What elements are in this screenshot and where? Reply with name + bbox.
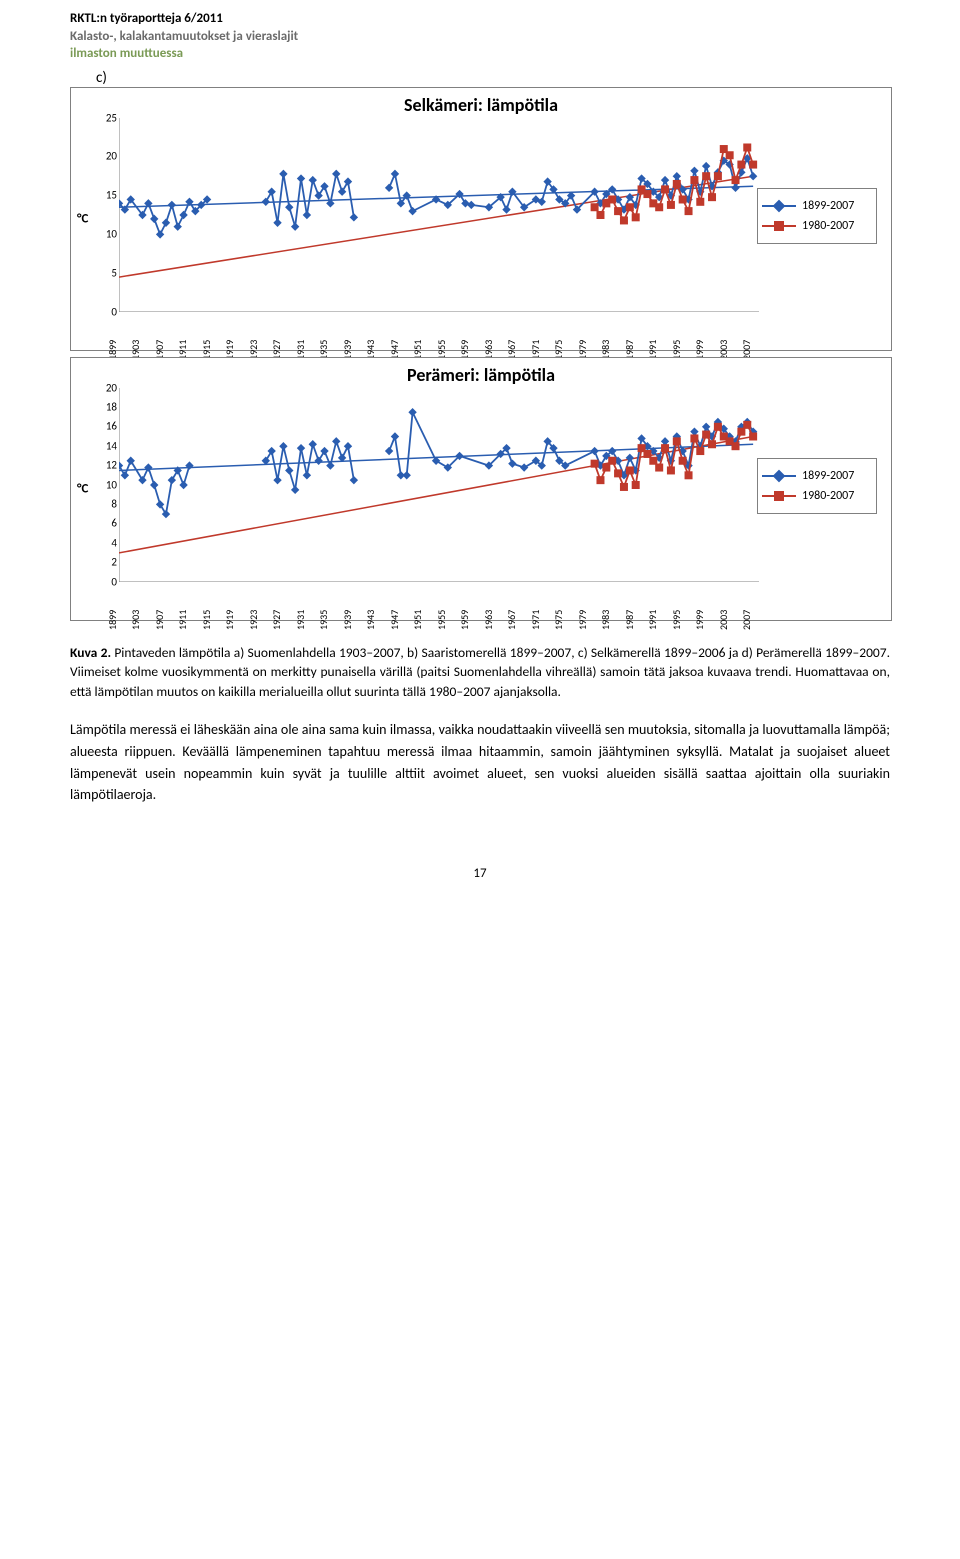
y-tick-label: 6 <box>93 517 117 530</box>
x-tick-label: 1899 <box>106 609 119 629</box>
page-number: 17 <box>70 866 890 881</box>
x-tick-label: 1967 <box>505 609 518 629</box>
y-tick-label: 25 <box>93 111 117 124</box>
chart1-legend: 1899-2007 1980-2007 <box>757 188 877 244</box>
figure-caption: Kuva 2. Pintaveden lämpötila a) Suomenla… <box>70 643 890 702</box>
x-tick-label: 2003 <box>717 609 730 629</box>
legend-row: 1980-2007 <box>762 217 872 235</box>
body-paragraph: Lämpötila meressä ei läheskään aina ole … <box>70 719 890 806</box>
chart1-y-label: °C <box>77 211 88 226</box>
y-tick-label: 12 <box>93 459 117 472</box>
x-tick-label: 1995 <box>670 609 683 629</box>
x-tick-label: 1923 <box>247 609 260 629</box>
chart-perameri: Perämeri: lämpötila °C 0 2 4 6 8 10 12 14 16 18 20… <box>70 357 892 621</box>
x-tick-label: 1931 <box>294 609 307 629</box>
legend-label: 1899-2007 <box>802 469 854 483</box>
y-tick-label: 10 <box>93 228 117 241</box>
x-tick-label: 1947 <box>388 609 401 629</box>
header-line-3: ilmaston muuttuessa <box>70 45 890 63</box>
x-tick-label: 1951 <box>411 609 424 629</box>
x-tick-label: 1919 <box>223 609 236 629</box>
chart1-y-ticks: 0510152025 <box>93 118 117 312</box>
legend-row: 1899-2007 <box>762 197 872 215</box>
y-tick-label: 16 <box>93 420 117 433</box>
legend-label: 1899-2007 <box>802 199 854 213</box>
x-tick-label: 1991 <box>646 609 659 629</box>
x-tick-label: 1939 <box>341 609 354 629</box>
y-tick-label: 20 <box>93 381 117 394</box>
chart2-y-ticks: 02468101214161820 <box>93 388 117 582</box>
x-tick-label: 1975 <box>552 609 565 629</box>
header-line-2: Kalasto-, kalakantamuutokset ja vierasla… <box>70 28 890 46</box>
chart2-plot <box>119 388 759 582</box>
panel-label: c) <box>96 69 890 87</box>
y-tick-label: 2 <box>93 556 117 569</box>
y-tick-label: 0 <box>93 575 117 588</box>
caption-text: Pintaveden lämpötila a) Suomenlahdella 1… <box>70 644 890 700</box>
x-tick-label: 1955 <box>435 609 448 629</box>
x-tick-label: 1971 <box>529 609 542 629</box>
x-tick-label: 1979 <box>576 609 589 629</box>
legend-label: 1980-2007 <box>802 489 854 503</box>
x-tick-label: 1987 <box>623 609 636 629</box>
x-tick-label: 1915 <box>200 609 213 629</box>
x-tick-label: 1963 <box>482 609 495 629</box>
legend-label: 1980-2007 <box>802 219 854 233</box>
chart2-x-ticks: 1899190319071911191519191923192719311935… <box>119 584 759 616</box>
chart2-legend: 1899-2007 1980-2007 <box>757 458 877 514</box>
chart2-title: Perämeri: lämpötila <box>407 364 555 386</box>
y-tick-label: 8 <box>93 498 117 511</box>
x-tick-label: 1907 <box>153 609 166 629</box>
chart1-x-ticks: 1899190319071911191519191923192719311935… <box>119 314 759 346</box>
header-line-1: RKTL:n työraportteja 6/2011 <box>70 10 890 28</box>
legend-row: 1980-2007 <box>762 487 872 505</box>
y-tick-label: 4 <box>93 536 117 549</box>
y-tick-label: 18 <box>93 401 117 414</box>
legend-row: 1899-2007 <box>762 467 872 485</box>
x-tick-label: 1935 <box>317 609 330 629</box>
chart1-title: Selkämeri: lämpötila <box>404 94 558 116</box>
y-tick-label: 10 <box>93 478 117 491</box>
y-tick-label: 15 <box>93 189 117 202</box>
caption-lead: Kuva 2. <box>70 644 111 661</box>
x-tick-label: 1903 <box>129 609 142 629</box>
chart1-plot <box>119 118 759 312</box>
y-tick-label: 5 <box>93 266 117 279</box>
x-tick-label: 1999 <box>693 609 706 629</box>
y-tick-label: 0 <box>93 305 117 318</box>
x-tick-label: 2007 <box>740 609 753 629</box>
y-tick-label: 20 <box>93 150 117 163</box>
chart-selkameri: Selkämeri: lämpötila °C 0 5 10 15 20 25 18991… <box>70 87 892 351</box>
chart2-y-label: °C <box>77 481 88 496</box>
x-tick-label: 1943 <box>364 609 377 629</box>
x-tick-label: 1959 <box>458 609 471 629</box>
x-tick-label: 1927 <box>270 609 283 629</box>
y-tick-label: 14 <box>93 439 117 452</box>
doc-header: RKTL:n työraportteja 6/2011 Kalasto-, ka… <box>70 10 890 63</box>
x-tick-label: 1983 <box>599 609 612 629</box>
x-tick-label: 1911 <box>176 609 189 629</box>
